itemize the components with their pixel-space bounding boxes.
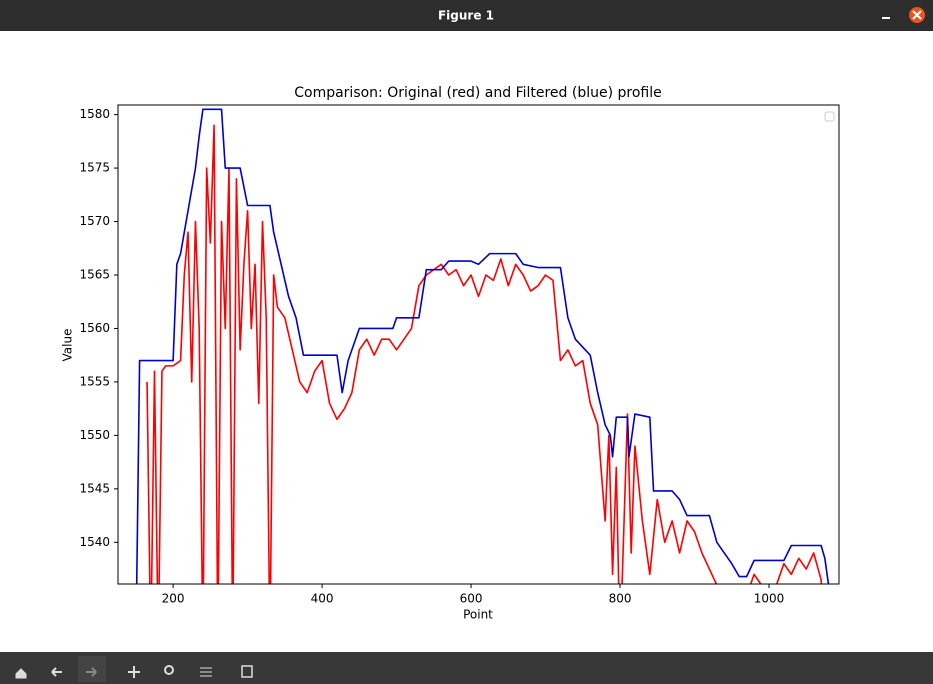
toolbar-icons (15, 656, 253, 682)
x-tick-label: 400 (311, 592, 334, 606)
plot-area (135, 108, 830, 584)
x-tick-label: 800 (609, 592, 632, 606)
y-tick-label: 1540 (79, 535, 110, 549)
y-tick-label: 1545 (79, 481, 110, 495)
legend (824, 111, 835, 122)
back-button[interactable] (51, 667, 62, 677)
y-axis-label: Value (61, 329, 75, 362)
title-bar (0, 0, 933, 31)
configure-button[interactable] (200, 667, 212, 677)
data-line (135, 108, 830, 584)
x-tick-label: 600 (460, 592, 483, 606)
y-tick-label: 1575 (79, 161, 110, 175)
close-icon (912, 10, 922, 20)
axes-frame (117, 104, 840, 585)
window-title: Figure 1 (438, 9, 494, 23)
chart-title: Comparison: Original (red) and Filtered … (294, 85, 662, 101)
pan-button[interactable] (128, 666, 140, 678)
zoom-button[interactable] (164, 665, 174, 675)
home-button[interactable] (15, 668, 27, 679)
toolbar (0, 652, 933, 684)
y-tick-label: 1555 (79, 374, 110, 388)
x-tick-label: 1000 (754, 592, 785, 606)
x-tick-label: 200 (162, 592, 185, 606)
y-tick-label: 1570 (79, 214, 110, 228)
y-tick-label: 1560 (79, 321, 110, 335)
y-tick-label: 1565 (79, 268, 110, 282)
data-line (146, 124, 823, 584)
y-tick-label: 1550 (79, 428, 110, 442)
minimize-button[interactable] (882, 17, 890, 19)
forward-button[interactable] (86, 667, 97, 677)
x-axis-label: Point (463, 608, 493, 622)
save-button[interactable] (241, 665, 253, 678)
y-tick-label: 1580 (79, 107, 110, 121)
